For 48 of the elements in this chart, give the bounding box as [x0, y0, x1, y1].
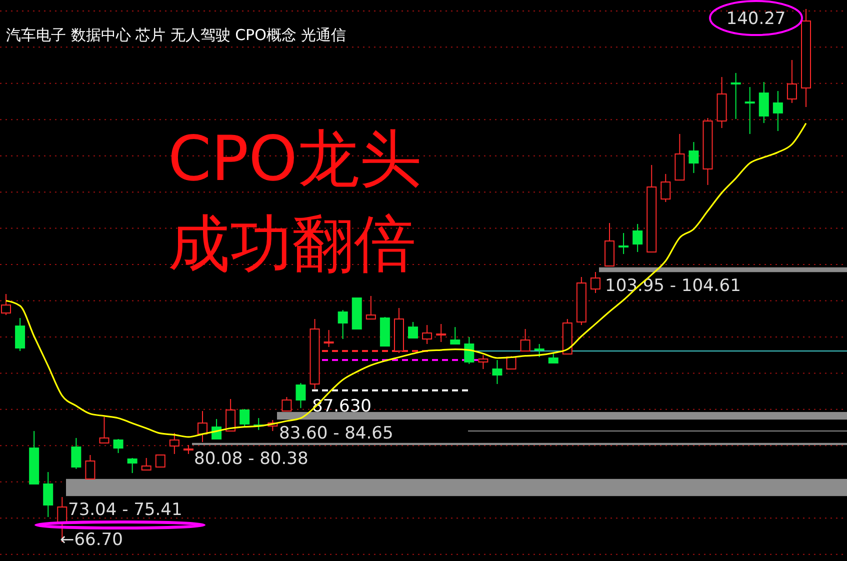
candlestick — [338, 310, 348, 340]
candlestick — [632, 223, 643, 252]
candlestick — [113, 438, 124, 454]
text: 汽车电子 数据中心 芯片 无人驾驶 CPO概念 光通信 — [6, 26, 346, 44]
candlestick — [786, 59, 797, 104]
annotation: 140.27 — [726, 9, 786, 29]
band-label: 83.60 - 84.65 — [279, 424, 394, 444]
candlestick — [618, 232, 629, 255]
candlestick — [744, 86, 755, 134]
candlestick — [1, 294, 11, 316]
candlestick — [366, 295, 376, 320]
candlestick — [492, 360, 502, 384]
candlestick — [534, 344, 544, 358]
candlestick — [590, 271, 600, 294]
band-label: 80.08 - 80.38 — [194, 449, 308, 470]
candlestick — [43, 472, 54, 518]
candlestick — [85, 454, 96, 480]
candlestick — [71, 437, 82, 470]
candlestick — [464, 336, 474, 364]
candlestick — [772, 90, 783, 132]
annotation: CPO龙头 — [168, 122, 422, 195]
candlestick — [15, 317, 26, 352]
candlestick — [408, 321, 418, 338]
candlestick — [282, 396, 292, 412]
candlestick — [197, 410, 208, 443]
candlestick — [436, 324, 446, 342]
candlestick — [141, 457, 152, 470]
candlestick — [730, 72, 741, 120]
candlestick — [422, 324, 432, 345]
annotation: ←66.70 — [60, 530, 123, 550]
candlestick — [688, 142, 699, 174]
candlestick — [450, 326, 460, 345]
candlestick — [324, 330, 334, 348]
candlestick — [296, 382, 306, 409]
ref-line-label: 87.630 — [312, 396, 372, 416]
candlestick — [758, 82, 769, 124]
candlestick — [478, 354, 488, 370]
candlestick — [99, 416, 110, 444]
candlestick — [660, 173, 671, 202]
candlestick — [240, 408, 250, 427]
candlestick — [226, 398, 236, 432]
candlestick — [520, 328, 530, 352]
candlestick — [169, 432, 180, 454]
candlestick — [127, 457, 138, 474]
annotation: 成功翻倍 — [168, 207, 416, 280]
band-label: 73.04 - 75.41 — [68, 500, 182, 520]
candlestick — [548, 352, 558, 364]
candlestick — [155, 454, 166, 468]
